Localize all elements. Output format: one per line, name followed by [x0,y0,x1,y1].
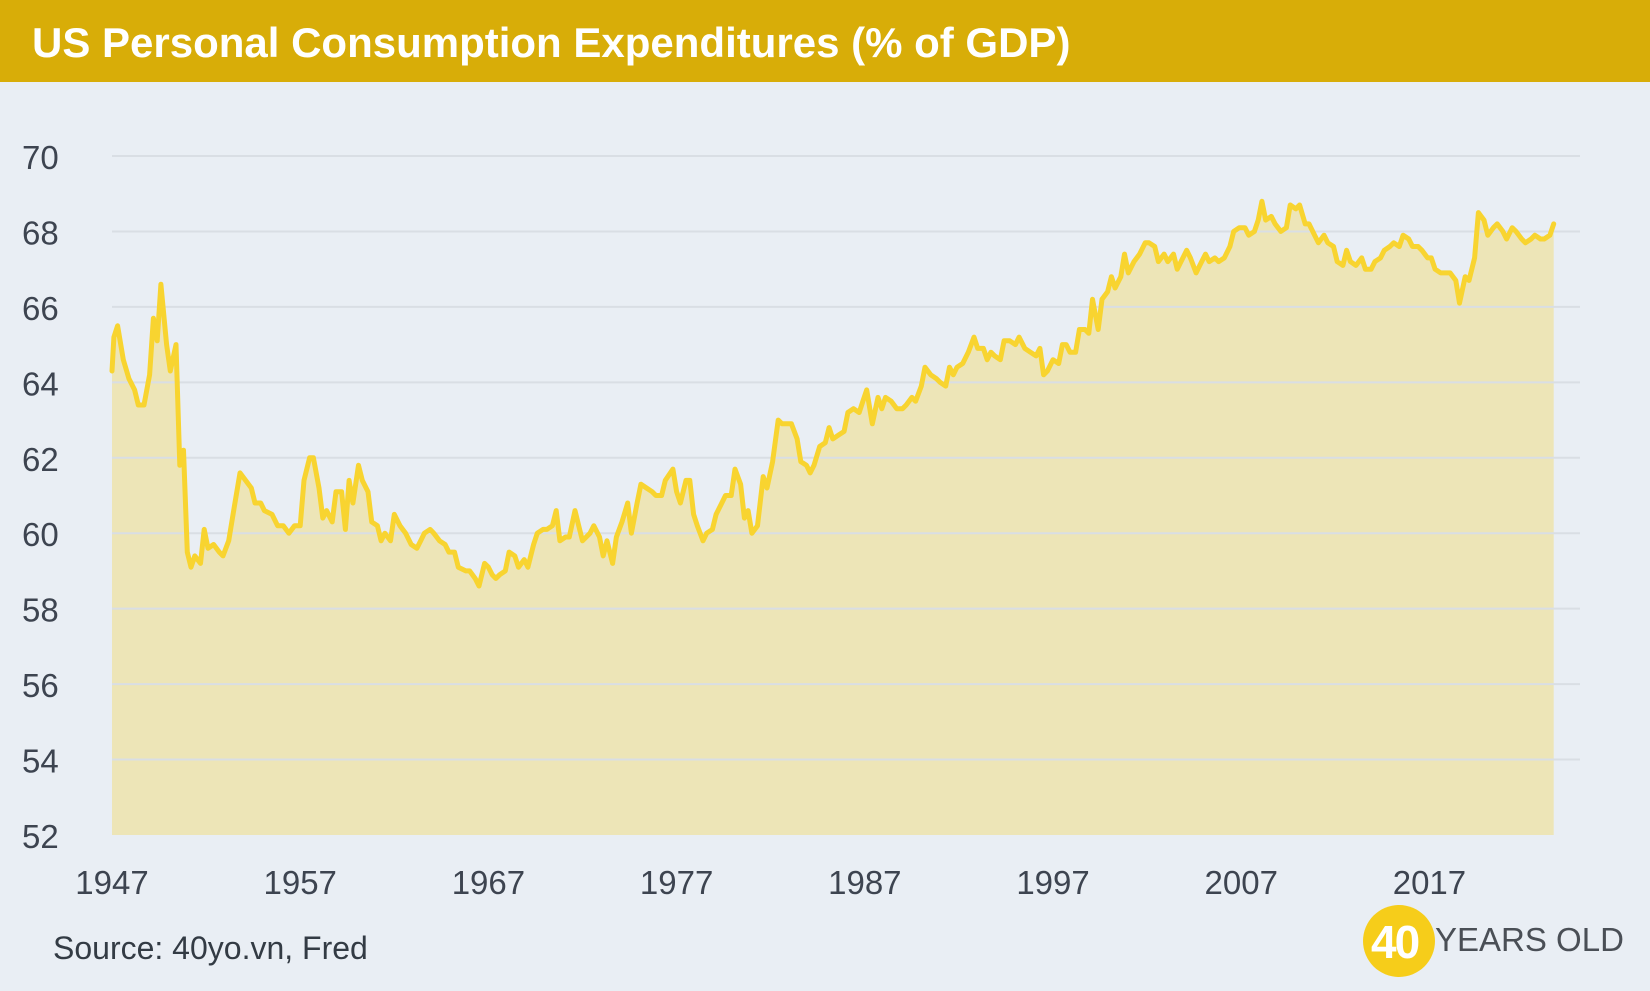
source-note: Source: 40yo.vn, Fred [53,930,368,966]
x-tick-label: 1957 [263,864,336,901]
logo: 40 YEARS OLD [1363,905,1624,977]
x-tick-label: 1987 [828,864,901,901]
logo-text: YEARS OLD [1435,921,1624,958]
chart-title: US Personal Consumption Expenditures (% … [32,19,1071,66]
y-tick-label: 52 [22,818,59,855]
chart: 52 54 56 58 60 62 64 66 68 70 1947 1957 1967 1977 1987… [22,139,1580,901]
y-tick-label: 66 [22,290,59,327]
logo-badge: 40 [1363,905,1435,977]
x-tick-label: 1947 [75,864,148,901]
y-tick-label: 62 [22,441,59,478]
series-line [109,198,1557,589]
x-tick-label: 1997 [1016,864,1089,901]
y-tick-label: 70 [22,139,59,176]
x-tick-label: 2007 [1205,864,1278,901]
x-tick-label: 2017 [1393,864,1466,901]
x-tick-label: 1967 [452,864,525,901]
y-tick-label: 68 [22,214,59,251]
chart-header: US Personal Consumption Expenditures (% … [0,0,1650,82]
y-tick-label: 54 [22,743,59,780]
y-tick-label: 60 [22,516,59,553]
y-tick-label: 56 [22,667,59,704]
x-tick-label: 1977 [640,864,713,901]
y-tick-label: 58 [22,592,59,629]
logo-number: 40 [1371,916,1420,968]
series-area [112,201,1554,836]
y-tick-label: 64 [22,365,59,402]
